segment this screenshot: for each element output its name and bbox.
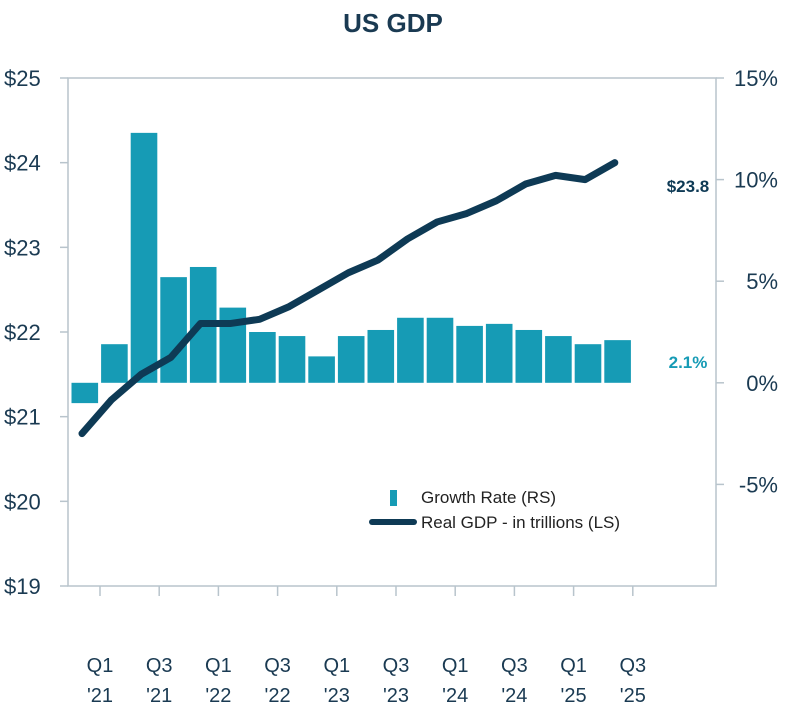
x-tick-label-quarter: Q3 xyxy=(619,655,646,677)
left-tick-label: $22 xyxy=(4,320,41,345)
growth-rate-bar xyxy=(337,336,365,383)
right-tick-label: 5% xyxy=(746,269,778,294)
right-axis-ticks: 15% 10% 5% 0% -5% xyxy=(716,66,778,497)
right-tick-label: 0% xyxy=(746,371,778,396)
x-tick-label-year: '22 xyxy=(265,685,291,707)
growth-rate-bar xyxy=(545,336,572,383)
real-gdp-line xyxy=(78,159,619,438)
x-tick-label-year: '23 xyxy=(383,685,409,707)
last-growth-rate-label: 2.1% xyxy=(669,353,708,372)
x-tick-label-quarter: Q3 xyxy=(264,655,291,677)
x-tick-label-quarter: Q1 xyxy=(442,655,469,677)
x-tick-label-year: '24 xyxy=(501,685,527,707)
legend-bar-swatch xyxy=(390,490,397,506)
x-tick-label-year: '21 xyxy=(146,685,172,707)
x-tick-label-year: '25 xyxy=(561,685,587,707)
chart-title: US GDP xyxy=(343,8,443,38)
x-tick-label-year: '22 xyxy=(205,685,231,707)
x-tick-label-quarter: Q3 xyxy=(146,655,173,677)
growth-rate-bar xyxy=(160,277,187,383)
growth-rate-bar xyxy=(515,329,543,383)
left-tick-label: $19 xyxy=(4,574,41,599)
growth-rate-bar xyxy=(101,344,128,383)
growth-rate-bar xyxy=(604,340,631,383)
left-tick-label: $20 xyxy=(4,489,41,514)
left-tick-label: $23 xyxy=(4,235,41,260)
legend-growth-rate-label: Growth Rate (RS) xyxy=(421,488,556,507)
legend-real-gdp-label: Real GDP - in trillions (LS) xyxy=(421,513,620,532)
x-tick-label-quarter: Q1 xyxy=(560,655,587,677)
x-tick-label-quarter: Q1 xyxy=(87,655,114,677)
x-axis-ticks: Q1 '21 Q3 '21 Q1 '22 Q3 '22 Q1 '23 Q3 '23 Q1 '24 Q3 '24… xyxy=(87,586,646,707)
left-tick-label: $24 xyxy=(4,151,41,176)
legend: Growth Rate (RS) Real GDP - in trillions… xyxy=(369,488,620,532)
x-tick-label-quarter: Q1 xyxy=(323,655,350,677)
growth-rate-bars xyxy=(71,132,631,404)
left-axis-ticks: $25 $24 $23 $22 $21 $20 $19 xyxy=(4,66,68,599)
right-tick-label: 10% xyxy=(734,168,778,193)
x-tick-label-year: '23 xyxy=(324,685,350,707)
growth-rate-bar xyxy=(456,325,483,383)
left-tick-label: $21 xyxy=(4,405,41,430)
growth-rate-bar xyxy=(574,344,602,383)
last-gdp-label: $23.8 xyxy=(667,177,710,196)
x-tick-label-year: '25 xyxy=(620,685,646,707)
x-tick-label-year: '21 xyxy=(87,685,113,707)
growth-rate-bar xyxy=(130,132,158,383)
growth-rate-bar xyxy=(397,317,424,383)
growth-rate-bar xyxy=(367,329,395,383)
right-tick-label: 15% xyxy=(734,66,778,91)
growth-rate-bar xyxy=(71,382,99,404)
growth-rate-bar xyxy=(308,356,335,383)
right-tick-label: -5% xyxy=(739,472,778,497)
growth-rate-bar xyxy=(485,323,513,383)
growth-rate-bar xyxy=(426,317,454,383)
x-tick-label-quarter: Q3 xyxy=(383,655,410,677)
x-tick-label-quarter: Q3 xyxy=(501,655,528,677)
x-tick-label-year: '24 xyxy=(442,685,468,707)
x-tick-label-quarter: Q1 xyxy=(205,655,232,677)
left-tick-label: $25 xyxy=(4,66,41,91)
growth-rate-bar xyxy=(278,336,306,383)
growth-rate-bar xyxy=(249,332,276,383)
